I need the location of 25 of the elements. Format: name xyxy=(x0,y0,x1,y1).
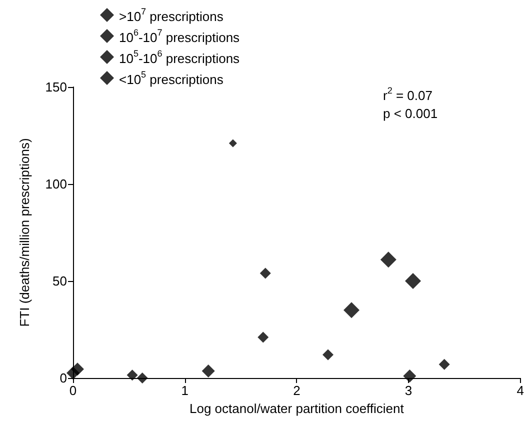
point xyxy=(136,372,148,384)
x-tick-label: 3 xyxy=(404,383,412,398)
point xyxy=(380,252,396,268)
x-tick-label: 1 xyxy=(181,383,188,398)
x-axis-title: Log octanol/water partition coefficient xyxy=(189,401,404,416)
point xyxy=(260,268,271,279)
point xyxy=(126,370,138,381)
x-tick-label: 0 xyxy=(69,383,77,398)
point xyxy=(343,302,360,318)
point xyxy=(438,358,450,370)
y-tick-label: 0 xyxy=(60,370,67,386)
y-tick-label: 150 xyxy=(45,80,67,94)
point xyxy=(228,139,237,148)
point xyxy=(202,364,215,378)
x-tick-label: 2 xyxy=(293,383,300,398)
point xyxy=(403,370,416,383)
point xyxy=(322,349,334,360)
point xyxy=(70,362,84,376)
y-axis-title: FTI (deaths/million prescriptions) xyxy=(17,138,32,327)
y-tick-label: 100 xyxy=(45,176,67,192)
point xyxy=(258,332,269,343)
y-tick-label: 50 xyxy=(52,274,67,288)
point xyxy=(405,273,422,289)
annotation: p < 0.001 xyxy=(383,106,438,121)
x-tick-label: 4 xyxy=(516,383,524,398)
